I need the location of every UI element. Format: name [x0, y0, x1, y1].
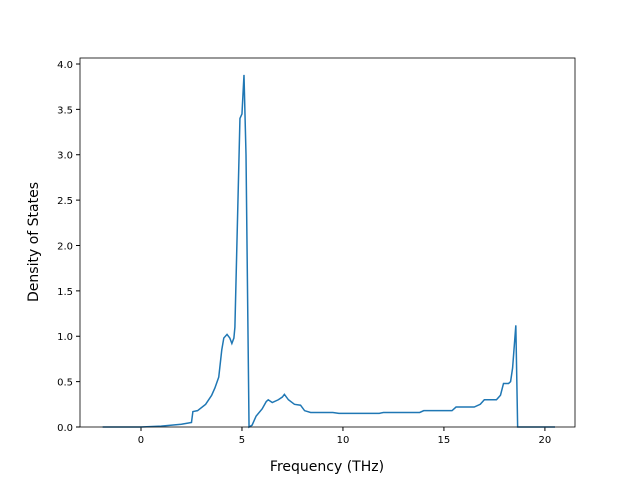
x-tick-label: 15 [438, 435, 451, 446]
y-tick-label: 3.0 [57, 151, 73, 162]
y-tick-label: 0.0 [57, 423, 73, 434]
plot-frame [79, 57, 576, 428]
y-tick-label: 4.0 [57, 60, 73, 71]
y-tick-label: 3.5 [57, 105, 73, 116]
x-axis-label: Frequency (THz) [270, 459, 384, 475]
y-tick-label: 2.0 [57, 241, 73, 252]
y-tick-label: 0.5 [57, 378, 73, 389]
line [102, 74, 556, 429]
y-tick-label: 1.5 [57, 287, 73, 298]
x-tick-label: 5 [239, 435, 245, 446]
x-tick-label: 20 [539, 435, 552, 446]
y-tick-label: 2.5 [57, 196, 73, 207]
y-axis-label: Density of States [26, 182, 42, 302]
x-tick-label: 10 [337, 435, 350, 446]
x-tick-label: 0 [138, 435, 144, 446]
y-tick-label: 1.0 [57, 332, 73, 343]
